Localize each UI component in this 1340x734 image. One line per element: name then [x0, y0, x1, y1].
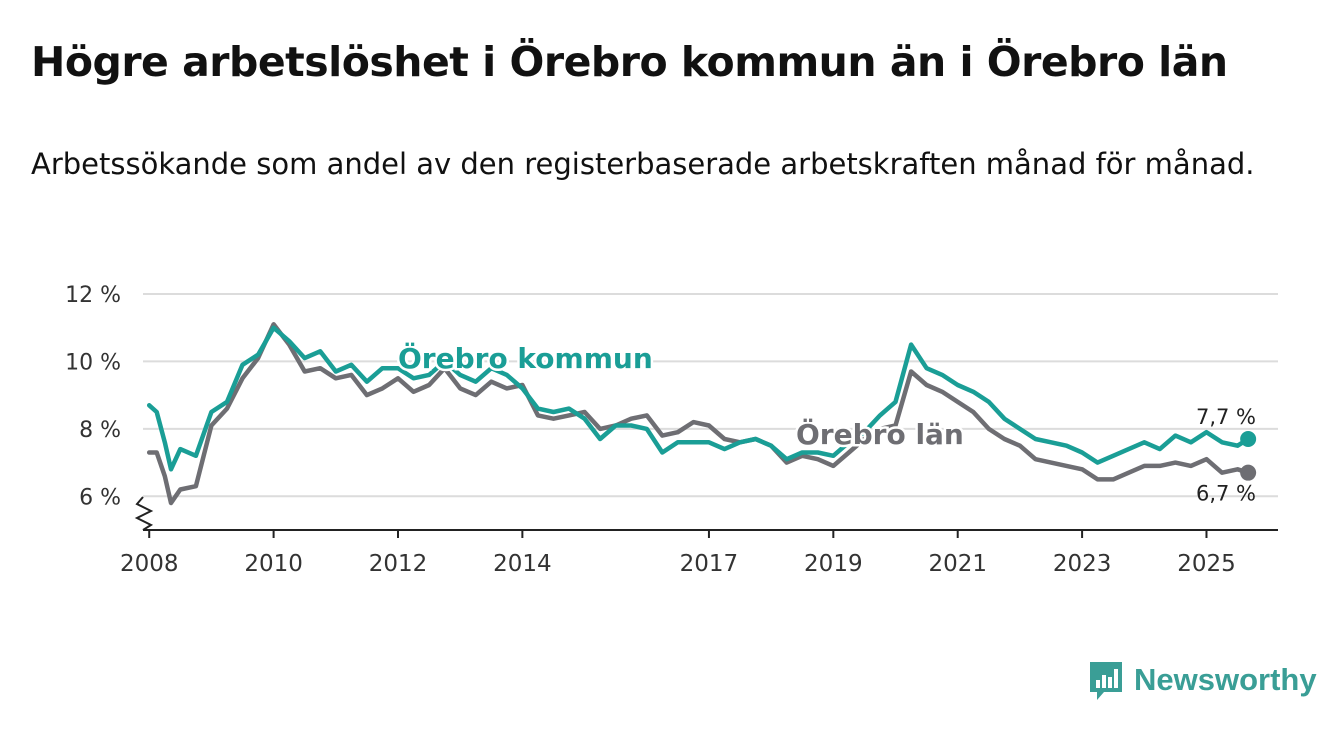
- chart-title: Högre arbetslöshet i Örebro kommun än i …: [31, 38, 1228, 86]
- y-tick-label: 6 %: [79, 485, 121, 510]
- x-tick-label: 2008: [120, 551, 179, 577]
- series-labels: 6,7 % 7,7 % Örebro kommun Örebro län: [395, 339, 1256, 506]
- series-end-label: 7,7 %: [1196, 405, 1256, 429]
- series-annotation: Örebro kommun: [398, 341, 653, 375]
- x-tick-label: 2019: [804, 551, 863, 577]
- x-tick-label: 2023: [1053, 551, 1112, 577]
- series-end-marker: [1240, 430, 1257, 447]
- y-tick-label: 10 %: [65, 350, 121, 375]
- gridlines: [143, 293, 1278, 498]
- x-tick-label: 2017: [680, 551, 739, 577]
- brand-name: Newsworthy: [1134, 662, 1317, 697]
- series-end-marker: [1240, 464, 1257, 481]
- x-tick-label: 2010: [244, 551, 303, 577]
- y-tick-label: 8 %: [79, 418, 121, 443]
- x-tick-label: 2012: [369, 551, 428, 577]
- x-tick-label: 2021: [928, 551, 987, 577]
- series-lines: [146, 322, 1257, 506]
- series-line-orebro-kommun: [146, 325, 1251, 472]
- axes: 6 % 8 % 10 % 12 % 2008 2010 2012 2014 2017 2019 20…: [65, 283, 1278, 577]
- x-tick-label: 2025: [1177, 551, 1236, 577]
- newsworthy-logo-icon: [1090, 662, 1122, 700]
- series-line-orebro-lan: [146, 322, 1251, 506]
- chart-subtitle: Arbetssökande som andel av den registerb…: [31, 147, 1255, 181]
- brand-logo: Newsworthy: [1088, 659, 1317, 701]
- series-end-label: 6,7 %: [1196, 482, 1256, 506]
- series-annotation: Örebro län: [796, 417, 964, 451]
- axis-break-icon: [134, 496, 154, 531]
- y-tick-label: 12 %: [65, 283, 121, 308]
- x-tick-label: 2014: [493, 551, 552, 577]
